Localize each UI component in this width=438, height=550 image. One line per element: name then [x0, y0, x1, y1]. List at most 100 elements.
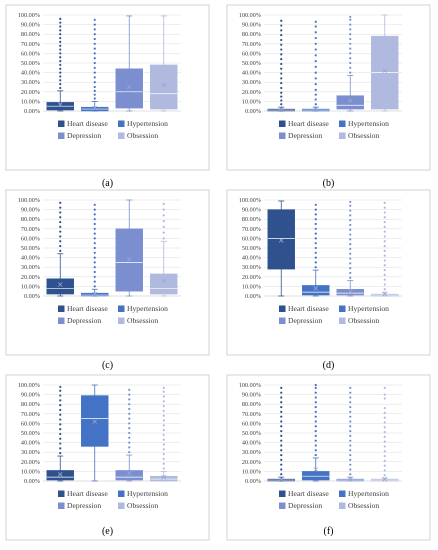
outlier-point: [59, 447, 62, 450]
y-tick-label: 20.00%: [242, 274, 261, 281]
outlier-point: [59, 220, 62, 224]
outlier-point: [383, 393, 386, 396]
y-tick-label: 20.00%: [242, 89, 261, 96]
panel-frame: [226, 374, 431, 541]
outlier-point: [59, 25, 62, 28]
outlier-point: [349, 204, 352, 207]
box-depression: [115, 199, 143, 297]
box-depression: [336, 200, 364, 297]
outlier-point: [93, 28, 96, 31]
mean-marker: [57, 282, 63, 287]
outlier-point: [314, 222, 317, 226]
y-tick-label: 90.00%: [242, 207, 261, 214]
outlier-point: [383, 430, 386, 434]
outlier-point: [383, 426, 386, 429]
outlier-point: [383, 421, 386, 424]
outlier-point: [349, 262, 352, 265]
outlier-point: [349, 271, 352, 275]
outlier-point: [314, 237, 317, 240]
outlier-point: [314, 25, 317, 28]
legend-label: Depression: [67, 501, 101, 510]
outlier-point: [383, 474, 386, 477]
outlier-point: [280, 458, 283, 461]
box-obsession: [150, 386, 178, 482]
y-tick-label: 0.00%: [24, 478, 40, 485]
y-tick-label: 0.00%: [245, 293, 261, 300]
outlier-point: [162, 208, 165, 211]
outlier-point: [314, 20, 317, 23]
outlier-point: [349, 214, 352, 217]
outlier-point: [93, 18, 96, 21]
mean-marker: [161, 474, 167, 480]
outlier-point: [59, 442, 62, 445]
outlier-point: [314, 54, 317, 57]
legend-swatch: [58, 305, 65, 312]
outlier-point: [59, 56, 62, 59]
box-depression: [336, 386, 364, 482]
outlier-point: [280, 43, 283, 46]
legend-label: Obsession: [348, 316, 379, 325]
mean-marker: [382, 291, 388, 297]
y-tick-label: 80.00%: [21, 216, 40, 223]
legend-swatch: [279, 120, 286, 127]
y-tick-label: 70.00%: [242, 41, 261, 48]
legend-swatch: [339, 502, 346, 509]
y-tick-label: 100.00%: [18, 12, 40, 19]
outlier-point: [59, 437, 62, 440]
outlier-point: [383, 273, 386, 276]
outlier-point: [280, 449, 283, 452]
box-iqr: [336, 95, 364, 110]
outlier-point: [314, 251, 317, 254]
legend-swatch: [339, 132, 346, 139]
mean-marker: [57, 101, 63, 107]
legend-swatch: [118, 120, 125, 127]
y-tick-label: 40.00%: [242, 440, 261, 447]
outlier-point: [280, 86, 283, 90]
chart-panel: 0.00% 10.00% 20.00% 30.00% 40.00% 50.00% 60.00…: [226, 4, 431, 171]
y-tick-label: 80.00%: [21, 31, 40, 38]
outlier-point: [383, 288, 386, 291]
outlier-point: [280, 396, 283, 399]
outlier-point: [349, 18, 352, 21]
outlier-point: [93, 71, 96, 74]
mean-marker: [92, 419, 98, 424]
outlier-point: [314, 71, 317, 74]
outlier-point: [162, 457, 165, 461]
legend-swatch: [339, 120, 346, 127]
outlier-point: [162, 395, 165, 398]
outlier-point: [93, 242, 96, 245]
outlier-point: [280, 67, 283, 70]
outlier-point: [280, 72, 283, 75]
outlier-point: [349, 276, 352, 279]
outlier-point: [383, 244, 386, 248]
y-tick-label: 30.00%: [242, 449, 261, 456]
outlier-point: [128, 403, 131, 406]
outlier-point: [383, 254, 386, 257]
y-tick-label: 60.00%: [242, 420, 261, 427]
outlier-point: [162, 438, 165, 441]
outlier-point: [93, 270, 96, 274]
outlier-point: [383, 435, 386, 438]
outlier-point: [314, 391, 317, 394]
outlier-point: [349, 15, 352, 19]
legend-swatch: [58, 317, 65, 324]
outlier-point: [349, 257, 352, 260]
outlier-point: [314, 386, 317, 389]
outlier-point: [314, 420, 317, 423]
outlier-point: [314, 48, 317, 51]
chart-panel: 0.00% 10.00% 20.00% 30.00% 40.00% 50.00% 60.00…: [5, 189, 210, 356]
outlier-point: [280, 386, 283, 389]
mean-marker: [278, 106, 284, 112]
outlier-point: [59, 83, 62, 86]
outlier-point: [128, 417, 131, 420]
outlier-point: [280, 473, 283, 476]
legend-swatch: [279, 132, 286, 139]
outlier-point: [162, 433, 165, 437]
outlier-point: [280, 91, 283, 94]
panel-caption: (a): [102, 178, 113, 189]
outlier-point: [93, 222, 96, 226]
y-tick-label: 60.00%: [21, 420, 40, 427]
outlier-point: [314, 227, 317, 230]
outlier-point: [128, 436, 131, 439]
y-tick-label: 100.00%: [18, 382, 40, 389]
